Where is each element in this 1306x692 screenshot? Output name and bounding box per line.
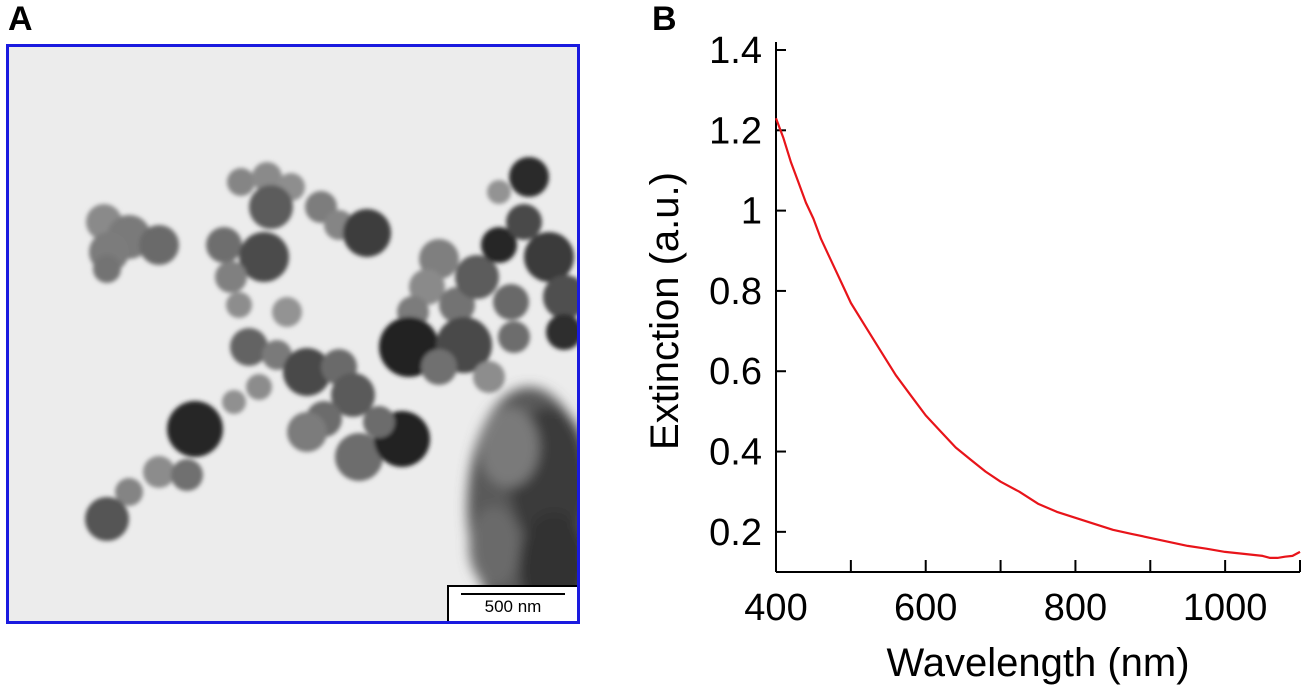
x-tick-label: 400 <box>744 587 807 629</box>
extinction-spectrum-line <box>774 117 1301 559</box>
y-tick-label: 0.4 <box>709 432 762 474</box>
y-tick-label: 1.4 <box>709 30 762 72</box>
x-tick-label: 800 <box>1044 587 1107 629</box>
chart-ticks: 0.2 0.4 0.6 0.8 1 1.2 1.4 400 600 800 1000 <box>709 30 1301 629</box>
tem-particle-image <box>9 47 577 621</box>
chart-series <box>774 117 1301 559</box>
scale-bar-box: 500 nm <box>447 585 577 621</box>
panel-label-a: A <box>8 0 33 38</box>
y-tick-label: 0.2 <box>709 512 762 554</box>
y-tick-label: 1.2 <box>709 110 762 152</box>
x-tick-label: 600 <box>894 587 957 629</box>
y-tick-label: 0.8 <box>709 271 762 313</box>
x-tick-label: 1000 <box>1183 587 1268 629</box>
tem-micrograph: 500 nm <box>6 44 580 624</box>
y-tick-label: 0.6 <box>709 351 762 393</box>
y-axis-title: Extinction (a.u.) <box>643 172 687 450</box>
scale-bar-label: 500 nm <box>484 597 542 616</box>
scale-bar <box>461 593 565 595</box>
x-axis-title: Wavelength (nm) <box>886 641 1189 685</box>
panel-label-b: B <box>652 0 677 38</box>
y-tick-label: 1 <box>741 191 762 233</box>
